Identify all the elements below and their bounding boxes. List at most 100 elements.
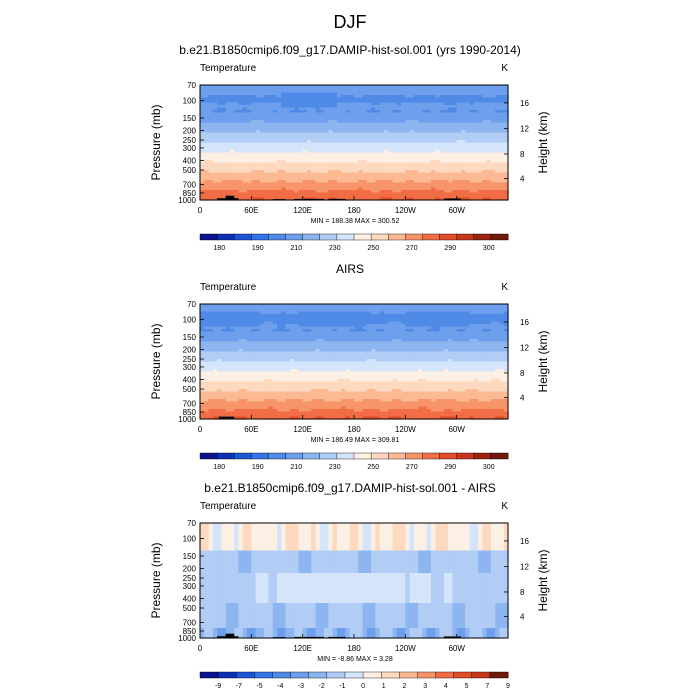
field-cell bbox=[225, 319, 231, 323]
field-cell bbox=[332, 102, 338, 106]
field-cell bbox=[234, 321, 240, 325]
field-cell bbox=[435, 102, 441, 106]
field-cell bbox=[272, 162, 278, 166]
field-cell bbox=[328, 351, 334, 355]
field-cell bbox=[452, 187, 458, 191]
field-cell bbox=[285, 97, 291, 101]
field-cell bbox=[490, 346, 496, 350]
field-cell bbox=[208, 92, 214, 96]
field-cell bbox=[396, 152, 402, 156]
field-cell bbox=[294, 102, 299, 106]
field-cell bbox=[409, 142, 415, 146]
field-cell bbox=[362, 102, 368, 106]
field-cell bbox=[247, 331, 252, 335]
field-cell bbox=[473, 346, 479, 350]
field-cell bbox=[298, 125, 304, 129]
field-cell bbox=[345, 130, 351, 134]
field-cell bbox=[465, 331, 471, 335]
field-cell bbox=[448, 160, 453, 164]
field-cell bbox=[379, 304, 385, 308]
field-cell bbox=[225, 172, 231, 176]
field-cell bbox=[482, 311, 488, 315]
field-cell bbox=[298, 354, 304, 358]
field-cell bbox=[431, 122, 436, 126]
field-cell bbox=[366, 107, 372, 111]
field-cell bbox=[268, 162, 274, 166]
field-cell bbox=[349, 311, 355, 315]
field-cell bbox=[332, 175, 338, 179]
field-cell bbox=[413, 319, 419, 323]
field-cell bbox=[418, 147, 424, 151]
field-cell bbox=[490, 132, 496, 136]
field-cell bbox=[383, 150, 389, 154]
field-cell bbox=[341, 319, 347, 323]
field-cell bbox=[259, 334, 265, 338]
field-cell bbox=[289, 334, 295, 338]
field-cell bbox=[478, 354, 483, 358]
field-cell bbox=[439, 331, 445, 335]
field-cell bbox=[272, 167, 278, 171]
field-cell bbox=[229, 316, 235, 320]
field-cell bbox=[221, 95, 227, 99]
field-cell bbox=[324, 185, 329, 189]
field-cell bbox=[242, 304, 248, 308]
field-cell bbox=[204, 190, 210, 194]
field-cell bbox=[268, 155, 274, 159]
field-cell bbox=[264, 329, 270, 333]
field-cell bbox=[234, 95, 240, 99]
field-cell bbox=[443, 127, 449, 131]
field-cell bbox=[324, 147, 329, 151]
field-cell bbox=[229, 351, 235, 355]
field-cell bbox=[448, 110, 453, 114]
field-cell bbox=[311, 160, 317, 164]
field-cell bbox=[285, 351, 291, 355]
field-cell bbox=[465, 92, 471, 96]
field-cell bbox=[285, 125, 291, 129]
field-cell bbox=[259, 145, 265, 149]
field-cell bbox=[452, 120, 458, 124]
field-cell bbox=[409, 334, 415, 338]
field-cell bbox=[311, 132, 317, 136]
field-cell bbox=[264, 140, 270, 144]
field-cell bbox=[443, 137, 449, 141]
field-cell bbox=[204, 172, 210, 176]
field-cell bbox=[234, 90, 240, 94]
field-cell bbox=[319, 110, 325, 114]
field-cell bbox=[482, 85, 488, 89]
x-tick-label: 180 bbox=[347, 206, 361, 215]
field-cell bbox=[362, 150, 368, 154]
field-cell bbox=[452, 165, 458, 169]
field-cell bbox=[311, 329, 317, 333]
field-cell bbox=[371, 336, 376, 340]
field-cell bbox=[486, 97, 492, 101]
field-cell bbox=[354, 87, 359, 91]
field-cell bbox=[277, 195, 282, 199]
field-cell bbox=[418, 137, 424, 141]
field-cell bbox=[277, 175, 282, 179]
field-cell bbox=[418, 112, 424, 116]
field-cell bbox=[345, 115, 351, 119]
field-cell bbox=[383, 351, 389, 355]
field-cell bbox=[435, 185, 441, 189]
field-cell bbox=[396, 349, 402, 353]
field-cell bbox=[439, 187, 445, 191]
field-cell bbox=[401, 190, 406, 194]
field-cell bbox=[277, 324, 282, 328]
field-cell bbox=[217, 187, 222, 191]
field-cell bbox=[448, 331, 453, 335]
field-cell bbox=[499, 192, 505, 196]
field-cell bbox=[443, 180, 449, 184]
field-cell bbox=[349, 192, 355, 196]
field-cell bbox=[324, 346, 329, 350]
field-cell bbox=[443, 192, 449, 196]
field-cell bbox=[311, 339, 317, 343]
field-cell bbox=[490, 125, 496, 129]
field-cell bbox=[311, 167, 317, 171]
field-cell bbox=[302, 140, 308, 144]
field-cell bbox=[478, 165, 483, 169]
field-cell bbox=[234, 137, 240, 141]
field-cell bbox=[435, 125, 441, 129]
field-cell bbox=[401, 90, 406, 94]
field-cell bbox=[495, 177, 501, 181]
field-cell bbox=[396, 85, 402, 89]
